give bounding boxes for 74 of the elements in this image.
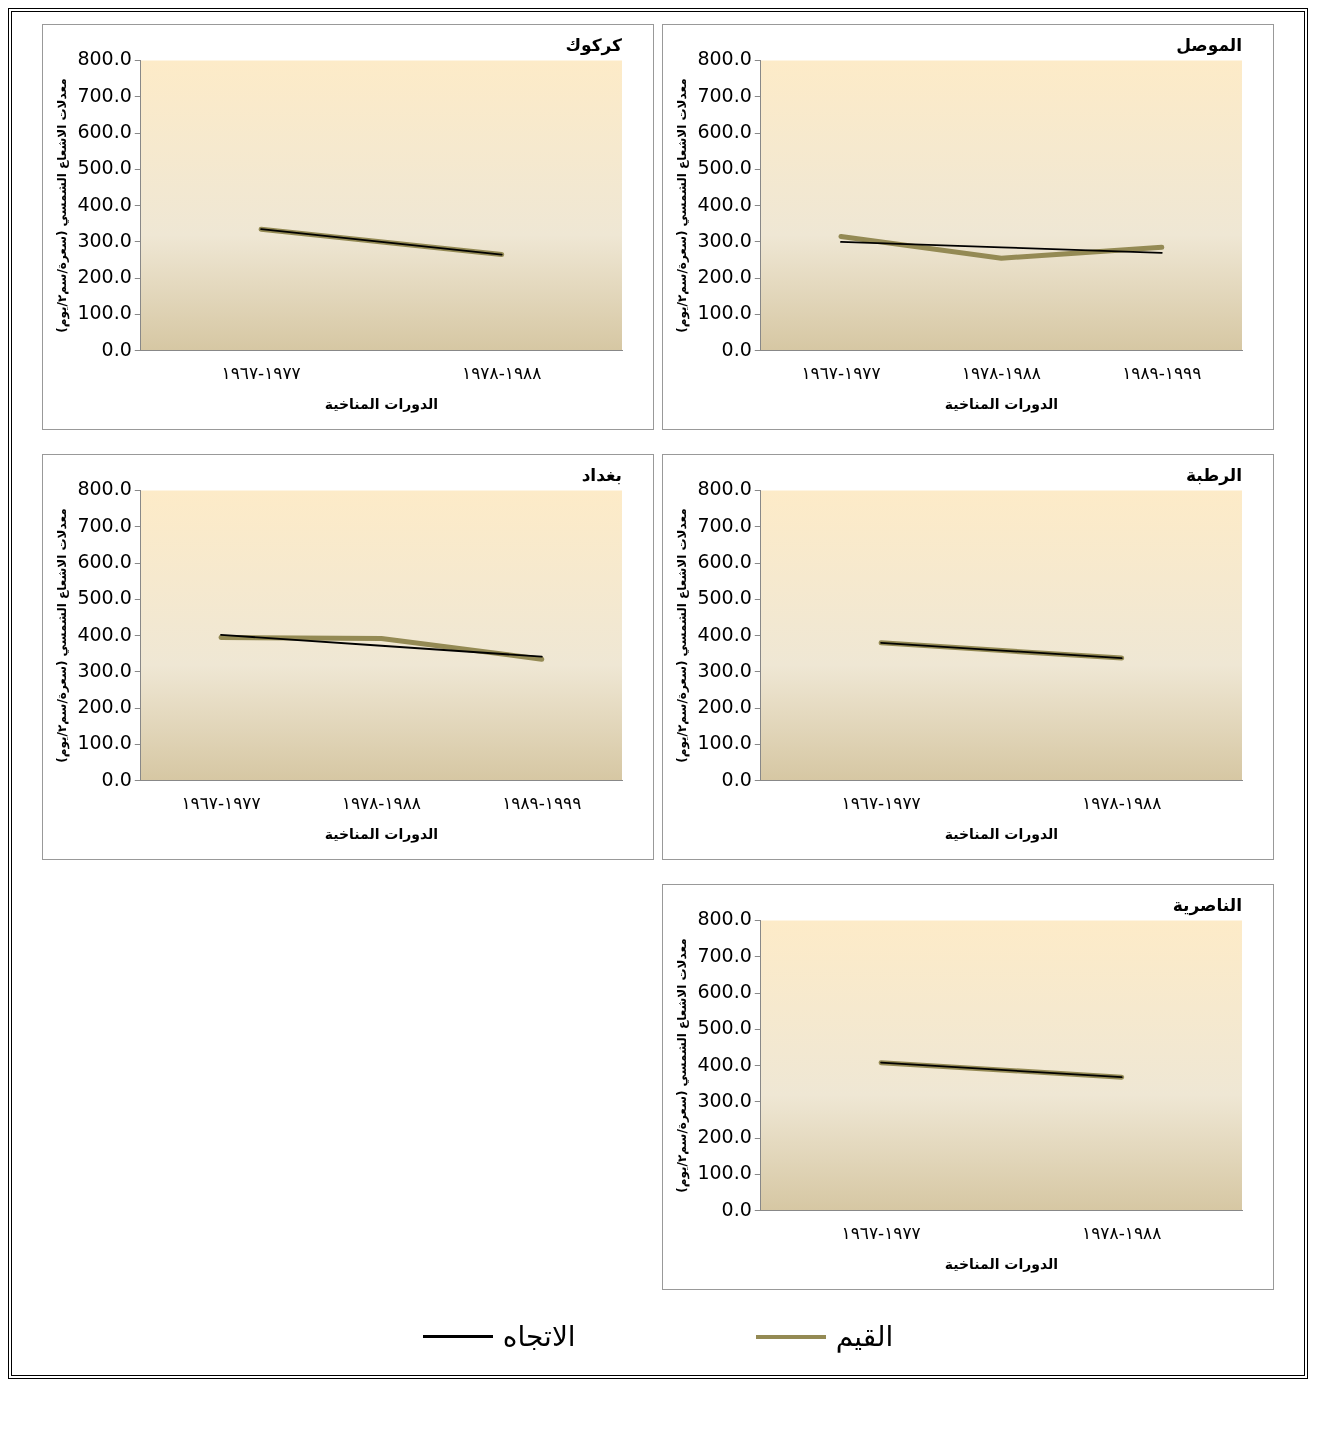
y-tick-label: 200.0 bbox=[697, 1125, 752, 1148]
y-tick-label: 400.0 bbox=[697, 192, 752, 215]
y-tick-label: 0.0 bbox=[101, 767, 132, 790]
x-tick-label: ١٩٧٨-١٩٨٨ bbox=[462, 363, 542, 384]
x-tick-label: ١٩٦٧-١٩٧٧ bbox=[221, 363, 301, 384]
y-tick-label: 400.0 bbox=[697, 1052, 752, 1075]
y-tick-label: 300.0 bbox=[697, 658, 752, 681]
y-tick-label: 500.0 bbox=[697, 156, 752, 179]
y-tick-label: 800.0 bbox=[697, 47, 752, 70]
y-tick-label: 700.0 bbox=[697, 83, 752, 106]
x-tick-label: ١٩٦٧-١٩٧٧ bbox=[181, 793, 261, 814]
y-tick-label: 700.0 bbox=[77, 83, 132, 106]
y-tick-label: 100.0 bbox=[77, 301, 132, 324]
x-tick-label: ١٩٧٨-١٩٨٨ bbox=[961, 363, 1041, 384]
y-tick-label: 600.0 bbox=[697, 119, 752, 142]
y-tick-label: 100.0 bbox=[697, 1161, 752, 1184]
y-tick-label: 600.0 bbox=[77, 549, 132, 572]
x-axis-title: الدورات المناخية bbox=[324, 826, 439, 844]
x-tick-label: ١٩٧٨-١٩٨٨ bbox=[1082, 1223, 1162, 1244]
y-tick-label: 200.0 bbox=[77, 265, 132, 288]
y-axis-title: معدلات الاشعاع الشمسي (سعرة/سم٢/يوم) bbox=[55, 508, 71, 763]
y-tick-label: 600.0 bbox=[697, 979, 752, 1002]
y-tick-label: 700.0 bbox=[77, 513, 132, 536]
legend-label: القيم bbox=[835, 1320, 894, 1353]
y-tick-label: 800.0 bbox=[77, 477, 132, 500]
y-tick-label: 300.0 bbox=[697, 1088, 752, 1111]
chart-title: الناصرية bbox=[1172, 894, 1242, 916]
y-axis-title: معدلات الاشعاع الشمسي (سعرة/سم٢/يوم) bbox=[55, 78, 71, 333]
y-tick-label: 500.0 bbox=[77, 586, 132, 609]
chart-title: كركوك bbox=[565, 34, 623, 56]
x-tick-label: ١٩٨٩-١٩٩٩ bbox=[502, 793, 582, 814]
y-tick-label: 800.0 bbox=[77, 47, 132, 70]
x-axis-title: الدورات المناخية bbox=[944, 396, 1059, 414]
chart-title: الموصل bbox=[1176, 34, 1242, 56]
y-tick-label: 700.0 bbox=[697, 513, 752, 536]
x-tick-label: ١٩٨٩-١٩٩٩ bbox=[1122, 363, 1202, 384]
y-tick-label: 500.0 bbox=[77, 156, 132, 179]
y-tick-label: 300.0 bbox=[77, 658, 132, 681]
x-tick-label: ١٩٧٨-١٩٨٨ bbox=[341, 793, 421, 814]
x-tick-label: ١٩٦٧-١٩٧٧ bbox=[841, 1223, 921, 1244]
x-tick-label: ١٩٧٨-١٩٨٨ bbox=[1082, 793, 1162, 814]
chart-title: بغداد bbox=[581, 464, 622, 485]
y-tick-label: 300.0 bbox=[77, 228, 132, 251]
y-tick-label: 100.0 bbox=[697, 731, 752, 754]
y-tick-label: 500.0 bbox=[697, 586, 752, 609]
y-tick-label: 100.0 bbox=[697, 301, 752, 324]
y-tick-label: 800.0 bbox=[697, 477, 752, 500]
y-tick-label: 0.0 bbox=[721, 337, 752, 360]
x-axis-title: الدورات المناخية bbox=[944, 826, 1059, 844]
y-tick-label: 200.0 bbox=[77, 695, 132, 718]
y-tick-label: 200.0 bbox=[697, 695, 752, 718]
y-tick-label: 200.0 bbox=[697, 265, 752, 288]
y-tick-label: 300.0 bbox=[697, 228, 752, 251]
y-tick-label: 100.0 bbox=[77, 731, 132, 754]
x-tick-label: ١٩٦٧-١٩٧٧ bbox=[841, 793, 921, 814]
y-tick-label: 600.0 bbox=[697, 549, 752, 572]
y-tick-label: 400.0 bbox=[77, 622, 132, 645]
y-tick-label: 400.0 bbox=[77, 192, 132, 215]
x-axis-title: الدورات المناخية bbox=[944, 1256, 1059, 1274]
y-tick-label: 500.0 bbox=[697, 1016, 752, 1039]
y-axis-title: معدلات الاشعاع الشمسي (سعرة/سم٢/يوم) bbox=[675, 938, 691, 1193]
chart-title: الرطبة bbox=[1185, 464, 1242, 486]
y-tick-label: 0.0 bbox=[721, 767, 752, 790]
y-axis-title: معدلات الاشعاع الشمسي (سعرة/سم٢/يوم) bbox=[675, 78, 691, 333]
y-tick-label: 700.0 bbox=[697, 943, 752, 966]
y-tick-label: 600.0 bbox=[77, 119, 132, 142]
x-axis-title: الدورات المناخية bbox=[324, 396, 439, 414]
legend-label: الاتجاه bbox=[502, 1320, 576, 1353]
y-tick-label: 400.0 bbox=[697, 622, 752, 645]
y-tick-label: 0.0 bbox=[721, 1197, 752, 1220]
x-tick-label: ١٩٦٧-١٩٧٧ bbox=[801, 363, 881, 384]
y-axis-title: معدلات الاشعاع الشمسي (سعرة/سم٢/يوم) bbox=[675, 508, 691, 763]
y-tick-label: 0.0 bbox=[101, 337, 132, 360]
y-tick-label: 800.0 bbox=[697, 907, 752, 930]
